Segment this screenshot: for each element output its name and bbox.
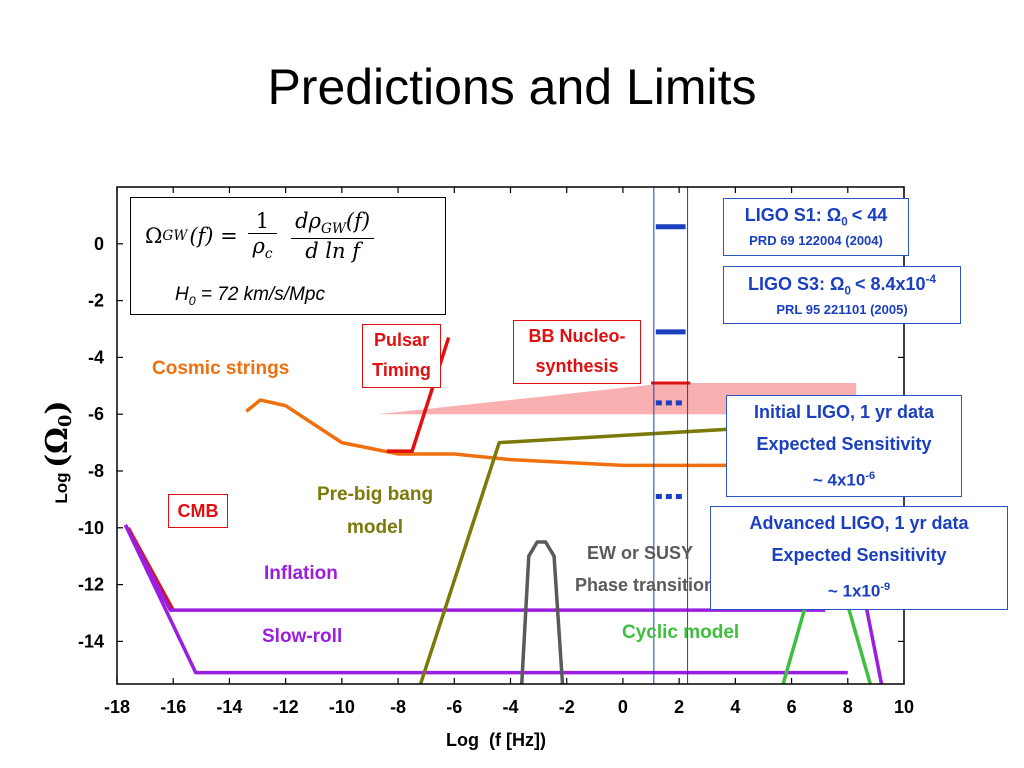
pulsar-timing-label: Pulsar Timing: [362, 324, 441, 388]
bbn-label: BB Nucleo- synthesis: [513, 320, 641, 384]
x-tick-label: 4: [730, 697, 740, 717]
formula-frac2-den: d ln f: [305, 238, 360, 263]
bbn-line-1: BB Nucleo-: [528, 326, 626, 346]
y-axis-label-close: ): [40, 400, 75, 415]
formula-frac1: 1 ρc: [247, 209, 278, 263]
init-line-3-sup: -6: [865, 470, 876, 482]
formula-lhs-sub: GW: [162, 228, 188, 244]
ligo-s3-label: LIGO S3: Ω0 < 8.4x10-4 PRL 95 221101 (200…: [723, 266, 961, 324]
s1-title-text: LIGO S1: Ω: [744, 205, 842, 225]
adv-line-3: ~ 1x10-9: [711, 571, 1007, 608]
x-tick-label: 0: [618, 697, 628, 717]
hubble-value: = 72 km/s/Mpc: [195, 284, 325, 305]
init-line-2: Expected Sensitivity: [756, 434, 932, 454]
y-axis-label-sub: 0: [55, 414, 77, 428]
formula-box: Ω GW (f) = 1 ρc dρGW(f) d ln f H0 = 72 km/…: [130, 197, 446, 315]
x-tick-label: -14: [216, 697, 242, 717]
hubble-sub: 0: [188, 293, 196, 308]
cyclic-model-label: Cyclic model: [622, 622, 740, 643]
formula-lhs-arg: (f) =: [189, 224, 238, 248]
cmb-label: CMB: [168, 494, 228, 528]
formula-frac2-num-sub: GW: [320, 221, 346, 238]
x-tick-label: -18: [104, 697, 130, 717]
y-axis-label-prefix: Log: [52, 472, 71, 504]
s1-title: LIGO S1: Ω0 < 44: [724, 205, 908, 229]
slow-roll-label: Slow-roll: [262, 626, 343, 647]
adv-line-3-sup: -9: [880, 581, 891, 593]
inflation-label: Inflation: [264, 563, 338, 584]
x-tick-label: -16: [160, 697, 186, 717]
adv-line-2: Expected Sensitivity: [771, 545, 947, 565]
s3-title-rest: < 8.4x10: [854, 274, 926, 294]
hubble-h: H: [175, 284, 189, 305]
advanced-ligo-label: Advanced LIGO, 1 yr data Expected Sensit…: [710, 506, 1008, 610]
y-tick-label: -12: [78, 575, 104, 595]
initial-ligo-label: Initial LIGO, 1 yr data Expected Sensiti…: [726, 395, 962, 497]
s3-title-text: LIGO S3: Ω: [748, 274, 845, 294]
init-line-3-text: ~ 4x10: [812, 470, 866, 490]
x-tick-label: 2: [674, 697, 684, 717]
series-slow-roll-2: [123, 524, 848, 675]
series-slow-roll-9: [862, 598, 884, 685]
x-tick-label: -6: [446, 697, 462, 717]
y-axis-label-symbol: (Ω: [40, 427, 75, 469]
series-pre-big-bang-5: [418, 423, 792, 685]
y-tick-label: -4: [88, 347, 104, 367]
x-tick-label: 6: [787, 697, 797, 717]
ligo-s1-label: LIGO S1: Ω0 < 44 PRD 69 122004 (2004): [723, 198, 909, 256]
formula-frac1-num: 1: [247, 209, 278, 235]
formula-frac2-num: dρ: [295, 209, 321, 234]
init-line-3: ~ 4x10-6: [727, 460, 961, 497]
hubble-constant: H0 = 72 km/s/Mpc: [175, 284, 325, 308]
pre-big-bang-label: Pre-big bang model: [300, 478, 450, 544]
pre-big-bang-line-2: model: [347, 517, 403, 538]
x-axis-label: Log (f [Hz]): [446, 730, 546, 750]
x-tick-label: -4: [502, 697, 518, 717]
y-axis-label: Log (Ω0): [40, 382, 80, 522]
y-tick-label: -2: [88, 291, 104, 311]
formula-equation: Ω GW (f) = 1 ρc dρGW(f) d ln f: [145, 208, 375, 264]
pulsar-line-1: Pulsar: [373, 330, 430, 350]
ew-line-2: Phase transition: [575, 575, 716, 595]
formula-frac2-num-arg: (f): [345, 209, 371, 234]
x-tick-label: 8: [843, 697, 853, 717]
init-line-1: Initial LIGO, 1 yr data: [753, 402, 935, 422]
pulsar-line-2: Timing: [372, 360, 431, 380]
ew-susy-label: EW or SUSY Phase transition: [575, 537, 715, 601]
s1-ref: PRD 69 122004 (2004): [749, 232, 883, 248]
x-tick-label: -8: [390, 697, 406, 717]
s1-title-rest: < 44: [851, 205, 888, 225]
s3-ref: PRL 95 221101 (2005): [776, 301, 908, 317]
y-tick-label: -8: [88, 461, 104, 481]
formula-frac2-num-wrap: dρGW(f): [291, 209, 375, 239]
y-tick-label: -10: [78, 518, 104, 538]
series-ew-susy-6: [519, 540, 565, 685]
s1-title-sub: 0: [841, 215, 848, 229]
series-inflation-1: [123, 524, 826, 612]
ew-line-1: EW or SUSY: [587, 543, 694, 563]
x-tick-label: -12: [273, 697, 299, 717]
adv-line-1: Advanced LIGO, 1 yr data: [749, 513, 969, 533]
formula-frac2: dρGW(f) d ln f: [291, 209, 375, 263]
slide-title: Predictions and Limits: [267, 59, 757, 115]
y-tick-label: -6: [88, 404, 104, 424]
bbn-line-2: synthesis: [535, 356, 619, 376]
x-tick-label: 10: [894, 697, 914, 717]
s3-title: LIGO S3: Ω0 < 8.4x10-4: [724, 273, 960, 298]
y-tick-label: 0: [94, 234, 104, 254]
s3-title-sup: -4: [925, 273, 936, 286]
formula-frac1-den-sub: c: [264, 246, 273, 263]
cosmic-strings-label: Cosmic strings: [152, 358, 290, 379]
formula-frac1-den-wrap: ρc: [252, 234, 272, 262]
series-cosmic-strings-3: [245, 398, 857, 468]
formula-lhs: Ω: [145, 224, 163, 248]
y-tick-label: -14: [78, 631, 104, 651]
pre-big-bang-line-1: Pre-big bang: [316, 484, 434, 505]
s3-title-sub: 0: [844, 284, 851, 298]
x-tick-label: -2: [559, 697, 575, 717]
adv-line-3-text: ~ 1x10: [827, 581, 881, 601]
formula-frac1-den: ρ: [252, 234, 265, 259]
x-tick-label: -10: [329, 697, 355, 717]
